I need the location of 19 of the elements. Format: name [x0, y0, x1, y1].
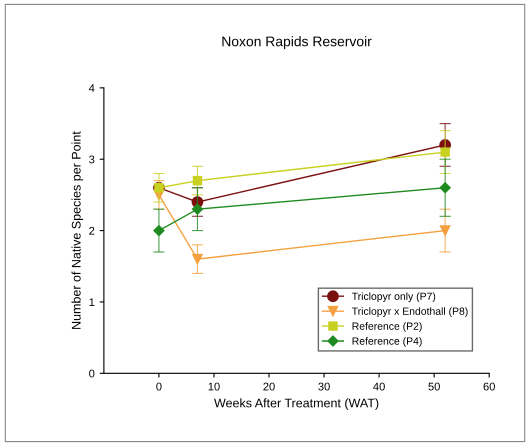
x-tick-label: 50 [428, 382, 440, 390]
x-tick-label: 30 [318, 382, 330, 390]
legend-label: Reference (P4) [352, 337, 422, 347]
y-axis-title: Number of Native Species per Point [71, 131, 84, 329]
legend-label: Triclopyr only (P7) [352, 292, 436, 302]
x-axis-title: Weeks After Treatment (WAT) [214, 398, 378, 410]
x-tick-label: 60 [484, 382, 495, 390]
chart-title: Noxon Rapids Reservoir [222, 36, 372, 50]
y-tick-label: 1 [90, 298, 94, 306]
y-tick-label: 4 [88, 84, 95, 92]
y-tick-label: 3 [89, 155, 94, 164]
x-tick-label: 40 [373, 382, 385, 390]
legend-label: Reference (P2) [352, 322, 422, 332]
x-tick-label: 20 [263, 382, 275, 390]
y-tick-label: 0 [89, 370, 94, 378]
legend-label: Triclopyr x Endothall (P8) [352, 307, 468, 317]
y-tick-label: 2 [89, 226, 94, 235]
x-tick-label: 10 [208, 382, 220, 390]
x-tick-label: 0 [156, 382, 162, 390]
